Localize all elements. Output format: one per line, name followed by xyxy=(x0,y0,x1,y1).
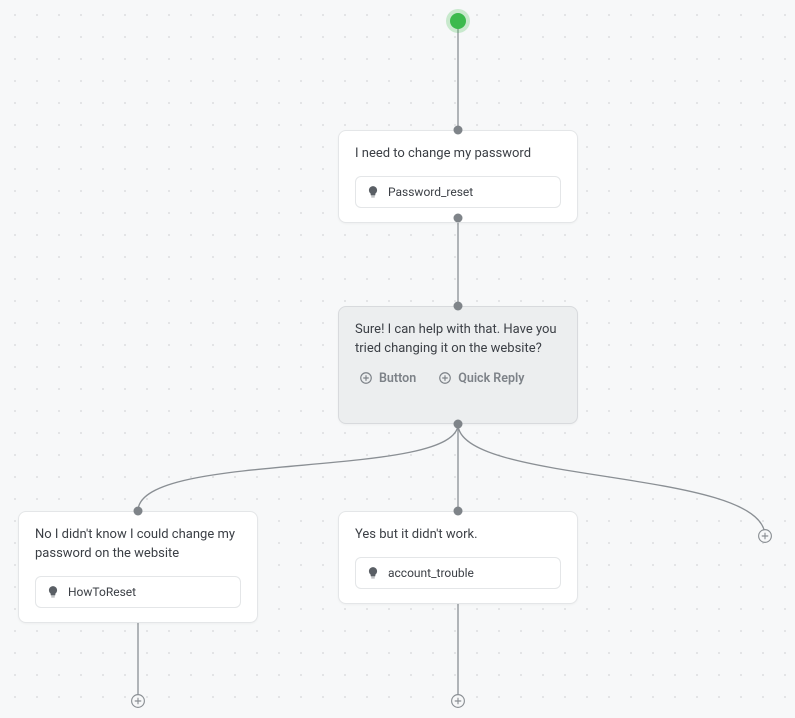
intent-tag-label: HowToReset xyxy=(68,585,136,599)
node-bot-response[interactable]: Sure! I can help with that. Have you tri… xyxy=(338,306,578,424)
bulb-icon xyxy=(46,585,60,599)
node-actions: Button Quick Reply xyxy=(355,371,561,386)
connector-dot[interactable] xyxy=(134,507,143,516)
edge xyxy=(138,424,458,511)
add-button-action[interactable]: Button xyxy=(359,371,416,386)
intent-tag-label: Password_reset xyxy=(388,185,473,199)
node-user-message-3[interactable]: Yes but it didn't work. account_trouble xyxy=(338,511,578,604)
connector-dot[interactable] xyxy=(454,214,463,223)
node-text: Yes but it didn't work. xyxy=(355,526,561,545)
intent-tag[interactable]: Password_reset xyxy=(355,176,561,208)
connector-dot[interactable] xyxy=(454,507,463,516)
node-user-message-1[interactable]: I need to change my password Password_re… xyxy=(338,130,578,223)
plus-circle-icon xyxy=(359,371,373,385)
plus-circle-icon xyxy=(438,371,452,385)
connector-dot[interactable] xyxy=(454,126,463,135)
bulb-icon xyxy=(366,185,380,199)
flow-canvas[interactable]: I need to change my password Password_re… xyxy=(0,0,795,718)
start-node[interactable] xyxy=(450,13,466,29)
bulb-icon xyxy=(366,566,380,580)
add-node-button[interactable] xyxy=(450,693,467,710)
add-button-label: Button xyxy=(379,371,416,386)
add-quick-reply-action[interactable]: Quick Reply xyxy=(438,371,524,386)
intent-tag-label: account_trouble xyxy=(388,566,474,580)
node-user-message-2[interactable]: No I didn't know I could change my passw… xyxy=(18,511,258,623)
node-text: No I didn't know I could change my passw… xyxy=(35,526,241,564)
connector-dot[interactable] xyxy=(454,420,463,429)
intent-tag[interactable]: HowToReset xyxy=(35,576,241,608)
node-text: Sure! I can help with that. Have you tri… xyxy=(355,321,561,359)
intent-tag[interactable]: account_trouble xyxy=(355,557,561,589)
add-quick-reply-label: Quick Reply xyxy=(458,371,524,386)
add-node-button[interactable] xyxy=(757,528,774,545)
node-text: I need to change my password xyxy=(355,145,561,164)
add-node-button[interactable] xyxy=(130,693,147,710)
connector-dot[interactable] xyxy=(454,302,463,311)
